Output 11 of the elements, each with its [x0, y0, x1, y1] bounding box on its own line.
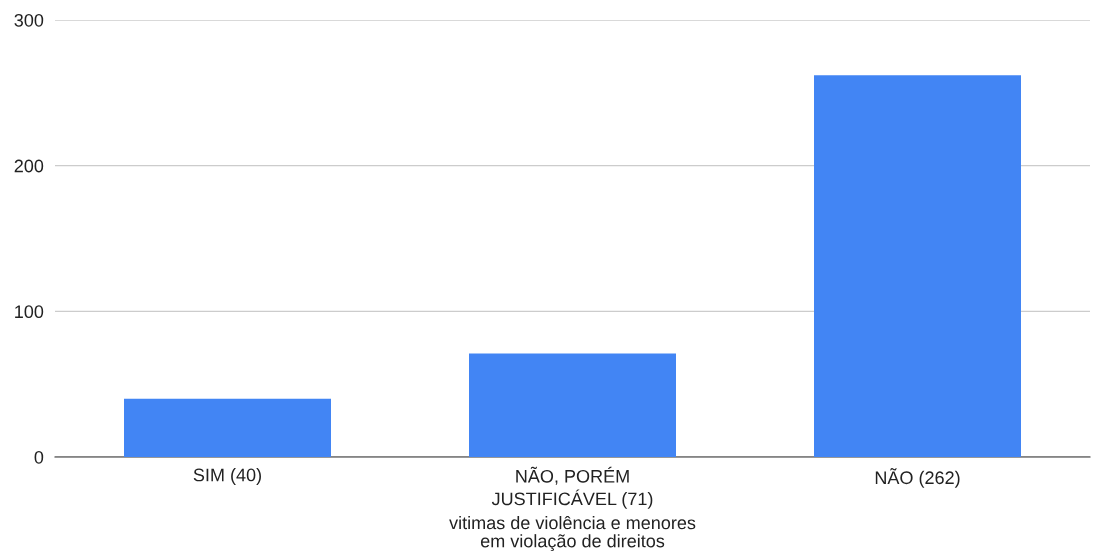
- bar: [814, 75, 1021, 457]
- y-tick-label: 200: [14, 159, 44, 173]
- x-axis-title: vitimas de violência e menores em violação de direitos: [449, 515, 696, 552]
- x-tick-label: NÃO (262): [875, 468, 960, 488]
- x-tick-label: NÃO, PORÉM JUSTIFICÁVEL (71): [491, 466, 653, 509]
- bar: [469, 353, 676, 457]
- y-tick-label: 0: [34, 450, 44, 464]
- x-tick-label: SIM (40): [193, 468, 261, 485]
- y-tick-label: 100: [15, 305, 44, 319]
- y-tick-label: 300: [14, 13, 44, 27]
- bar: [124, 398, 331, 457]
